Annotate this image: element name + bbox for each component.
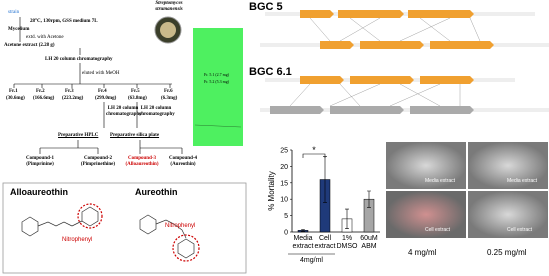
fraction-amount: (299.0mg)	[95, 96, 117, 101]
flow-lines	[13, 17, 183, 154]
compound-label: (Pimprinine)	[26, 162, 54, 167]
fraction-amount: (223.2mg)	[62, 96, 84, 101]
x-tick-label: Cell extract	[314, 235, 336, 250]
step: LH 20 column chromatography	[139, 106, 175, 117]
significance: *	[312, 145, 316, 155]
x-tick-label: 60uM ABM	[360, 235, 378, 250]
y-tick-label: 10	[280, 197, 288, 204]
fraction: Fr.6	[164, 89, 173, 94]
step: eluted with MeOH	[82, 71, 120, 76]
structure-box	[2, 182, 247, 274]
micrograph	[468, 191, 548, 238]
micrograph	[468, 142, 548, 189]
y-tick-label: 15	[280, 180, 288, 187]
step: Mycelium	[8, 27, 30, 32]
fraction-amount: (30.6mg)	[6, 96, 25, 101]
step: Acetone extract (2.28 g)	[4, 43, 55, 48]
significance-bracket	[302, 153, 326, 158]
step: LH 20 column chromatography	[45, 57, 113, 62]
compound: Compound-3	[127, 156, 157, 161]
panel-label: Cell extract	[507, 227, 533, 233]
highlight	[77, 203, 103, 229]
fraction: Fr.1	[9, 89, 18, 94]
y-axis-label: % Mortality	[267, 171, 276, 211]
step: LH 20 column chromatography	[106, 106, 142, 117]
fraction-amount: (63.8mg)	[128, 96, 147, 101]
colony	[160, 22, 176, 38]
x-tick-label: Media extract	[292, 235, 314, 250]
error-bar	[367, 190, 371, 208]
micrograph	[386, 191, 466, 238]
fraction: Fr.3	[65, 89, 74, 94]
compound-label: (Pimprinethine)	[80, 162, 116, 167]
tlc-spot: Fr. 5.2 (5.3 mg)	[204, 79, 230, 84]
step: Preparative silica plate	[110, 133, 160, 138]
molecules	[21, 206, 195, 259]
fraction: Fr.4	[98, 89, 107, 94]
concentration: 0.25 mg/ml	[487, 248, 527, 257]
y-tick-label: 25	[280, 148, 288, 155]
error-bar	[301, 229, 305, 232]
error-bar	[345, 208, 349, 230]
group-label: 4mg/ml	[300, 257, 323, 264]
micrograph	[386, 142, 466, 189]
step: extd. with Acetone	[26, 35, 64, 40]
group-label: Nitrophenyl	[165, 223, 196, 229]
y-tick-label: 0	[284, 230, 288, 237]
group-label: Nitrophenyl	[62, 237, 93, 243]
tlc-plate	[193, 28, 243, 146]
y-tick-label: 20	[280, 164, 288, 171]
tlc-baseline	[194, 124, 242, 128]
tlc-spot: Fr. 5.1 (2.7 mg)	[204, 72, 230, 77]
compound-label: (Alloaureothin)	[125, 162, 159, 167]
strain: strain	[8, 10, 20, 15]
panel-label: Media extract	[507, 178, 538, 184]
bgc-label: BGC 5	[249, 1, 283, 13]
structure-title: Alloaureothin	[10, 187, 68, 197]
fraction: Fr.2	[36, 89, 45, 94]
organism: Streptomyces strumanensis	[155, 1, 183, 12]
compound: Compound-4	[168, 156, 198, 161]
step: Preparative HPLC	[58, 133, 99, 138]
compound-label: (Aureothin)	[170, 162, 196, 167]
step: 28°C, 130rpm, GSS medium 7L	[30, 19, 98, 24]
panel-label: Cell extract	[425, 227, 451, 233]
fraction-amount: (166.6mg)	[33, 96, 55, 101]
fraction-amount: (6.3mg)	[161, 96, 178, 101]
compound: Compound-2	[83, 156, 113, 161]
concentration: 4 mg/ml	[408, 248, 437, 257]
fraction: Fr.5	[131, 89, 140, 94]
y-tick-label: 5	[284, 213, 288, 220]
structure-title: Aureothin	[135, 187, 178, 197]
highlight	[172, 234, 200, 262]
bgc-label: BGC 6.1	[249, 66, 292, 78]
panel-label: Media extract	[425, 178, 456, 184]
x-tick-label: 1% DMSO	[336, 235, 358, 250]
bgc-diagrams	[260, 10, 549, 114]
compound: Compound-1	[25, 156, 55, 161]
